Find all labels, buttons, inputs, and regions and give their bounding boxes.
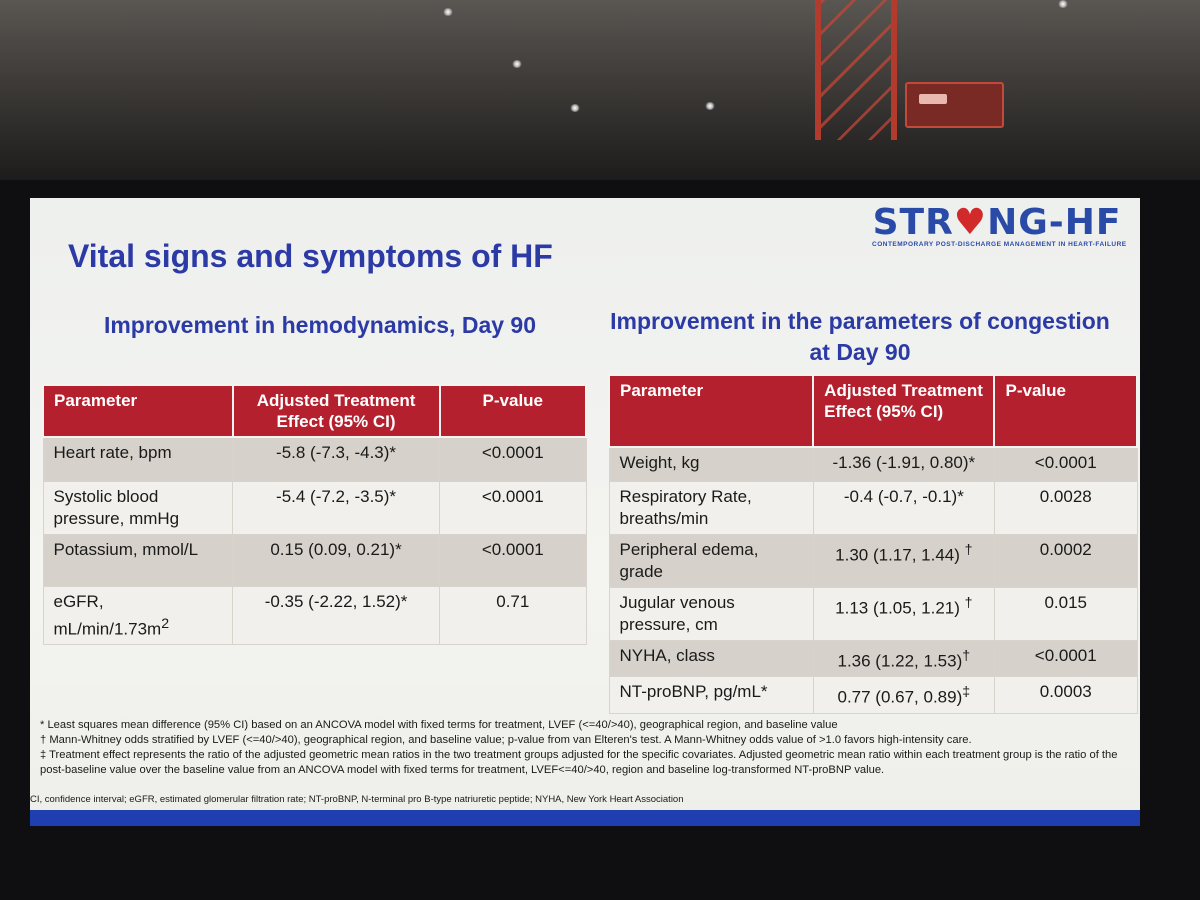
parameter-cell: Heart rate, bpm	[42, 436, 234, 482]
parameter-cell: eGFR, mL/min/1.73m2	[42, 585, 234, 646]
effect-cell: 1.30 (1.17, 1.44) †	[812, 533, 995, 588]
heart-icon: ♥	[953, 202, 988, 243]
ceiling-light	[512, 60, 522, 68]
p-value-cell: <0.0001	[993, 639, 1138, 678]
congestion-table: Parameter Adjusted Treatment Effect (95%…	[607, 374, 1138, 714]
p-value-cell: <0.0001	[439, 480, 587, 535]
effect-cell: 0.15 (0.09, 0.21)*	[232, 533, 441, 587]
ceiling-background	[0, 0, 1200, 180]
effect-cell: -0.35 (-2.22, 1.52)*	[232, 585, 441, 646]
effect-cell: -0.4 (-0.7, -0.1)*	[812, 480, 995, 535]
table-header-row: Parameter Adjusted Treatment Effect (95%…	[42, 384, 588, 438]
ceiling-light	[705, 102, 715, 110]
footnotes: * Least squares mean difference (95% CI)…	[40, 718, 1135, 778]
p-value-cell: 0.71	[439, 585, 587, 646]
ceiling-light	[570, 104, 580, 112]
table-row: NT-proBNP, pg/mL* 0.77 (0.67, 0.89)‡ 0.0…	[608, 676, 1138, 714]
effect-cell: -5.4 (-7.2, -3.5)*	[232, 480, 441, 535]
p-value-cell: <0.0001	[439, 436, 587, 482]
parameter-cell: NYHA, class	[608, 639, 814, 678]
effect-cell: 1.36 (1.22, 1.53)†	[812, 639, 995, 678]
table-row: Jugular venous pressure, cm 1.13 (1.05, …	[608, 586, 1138, 641]
hemodynamics-table: Parameter Adjusted Treatment Effect (95%…	[42, 384, 588, 646]
table-row: Heart rate, bpm -5.8 (-7.3, -4.3)* <0.00…	[42, 436, 587, 482]
strong-hf-logo: STR♥NG-HF CONTEMPORARY POST-DISCHARGE MA…	[872, 202, 1127, 248]
p-value-cell: 0.015	[993, 586, 1138, 641]
footnote: ‡ Treatment effect represents the ratio …	[40, 749, 1118, 776]
logo-text: STR♥NG-HF	[872, 202, 1122, 243]
parameter-cell: NT-proBNP, pg/mL*	[608, 676, 814, 714]
logo-subtitle: CONTEMPORARY POST-DISCHARGE MANAGEMENT I…	[872, 241, 1127, 248]
p-value-cell: <0.0001	[439, 533, 587, 587]
column-header: Adjusted Treatment Effect (95% CI)	[812, 374, 996, 448]
column-header: P-value	[438, 384, 588, 438]
table-header-row: Parameter Adjusted Treatment Effect (95%…	[607, 374, 1138, 448]
table-row: Potassium, mmol/L 0.15 (0.09, 0.21)* <0.…	[42, 533, 587, 587]
effect-cell: 0.77 (0.67, 0.89)‡	[812, 676, 995, 714]
ceiling-light	[1058, 0, 1068, 8]
parameter-cell: Systolic blood pressure, mmHg	[42, 480, 234, 535]
right-section-title: Improvement in the parameters of congest…	[610, 308, 1110, 365]
effect-cell: -1.36 (-1.91, 0.80)*	[812, 446, 995, 482]
parameter-cell: Peripheral edema, grade	[608, 533, 814, 588]
parameter-cell: Potassium, mmol/L	[42, 533, 234, 587]
footnote: † Mann-Whitney odds stratified by LVEF (…	[40, 734, 972, 746]
column-header: Parameter	[607, 374, 815, 448]
slide: STR♥NG-HF CONTEMPORARY POST-DISCHARGE MA…	[30, 198, 1140, 826]
slide-title: Vital signs and symptoms of HF	[68, 238, 553, 274]
left-section-title: Improvement in hemodynamics, Day 90	[103, 312, 537, 338]
p-value-cell: <0.0001	[993, 446, 1138, 482]
p-value-cell: 0.0003	[993, 676, 1138, 714]
parameter-cell: Respiratory Rate, breaths/min	[608, 480, 814, 535]
ceiling-light	[443, 8, 453, 16]
stage-truss	[815, 0, 897, 140]
p-value-cell: 0.0002	[993, 533, 1138, 588]
equipment-box	[905, 82, 1004, 128]
table-row: Weight, kg -1.36 (-1.91, 0.80)* <0.0001	[608, 446, 1138, 482]
bottom-accent-bar	[30, 810, 1140, 826]
parameter-cell: Weight, kg	[608, 446, 814, 482]
table-row: Systolic blood pressure, mmHg -5.4 (-7.2…	[42, 480, 587, 535]
table-row: NYHA, class 1.36 (1.22, 1.53)† <0.0001	[608, 639, 1138, 678]
table-row: eGFR, mL/min/1.73m2 -0.35 (-2.22, 1.52)*…	[42, 585, 587, 646]
abbreviations: CI, confidence interval; eGFR, estimated…	[30, 794, 684, 805]
column-header: Adjusted Treatment Effect (95% CI)	[231, 384, 441, 438]
parameter-cell: Jugular venous pressure, cm	[608, 586, 814, 641]
effect-cell: -5.8 (-7.3, -4.3)*	[232, 436, 441, 482]
table-row: Peripheral edema, grade 1.30 (1.17, 1.44…	[608, 533, 1138, 588]
column-header: Parameter	[42, 384, 234, 438]
p-value-cell: 0.0028	[993, 480, 1138, 535]
column-header: P-value	[993, 374, 1138, 448]
effect-cell: 1.13 (1.05, 1.21) †	[812, 586, 995, 641]
footnote: * Least squares mean difference (95% CI)…	[40, 719, 838, 731]
table-row: Respiratory Rate, breaths/min -0.4 (-0.7…	[608, 480, 1138, 535]
